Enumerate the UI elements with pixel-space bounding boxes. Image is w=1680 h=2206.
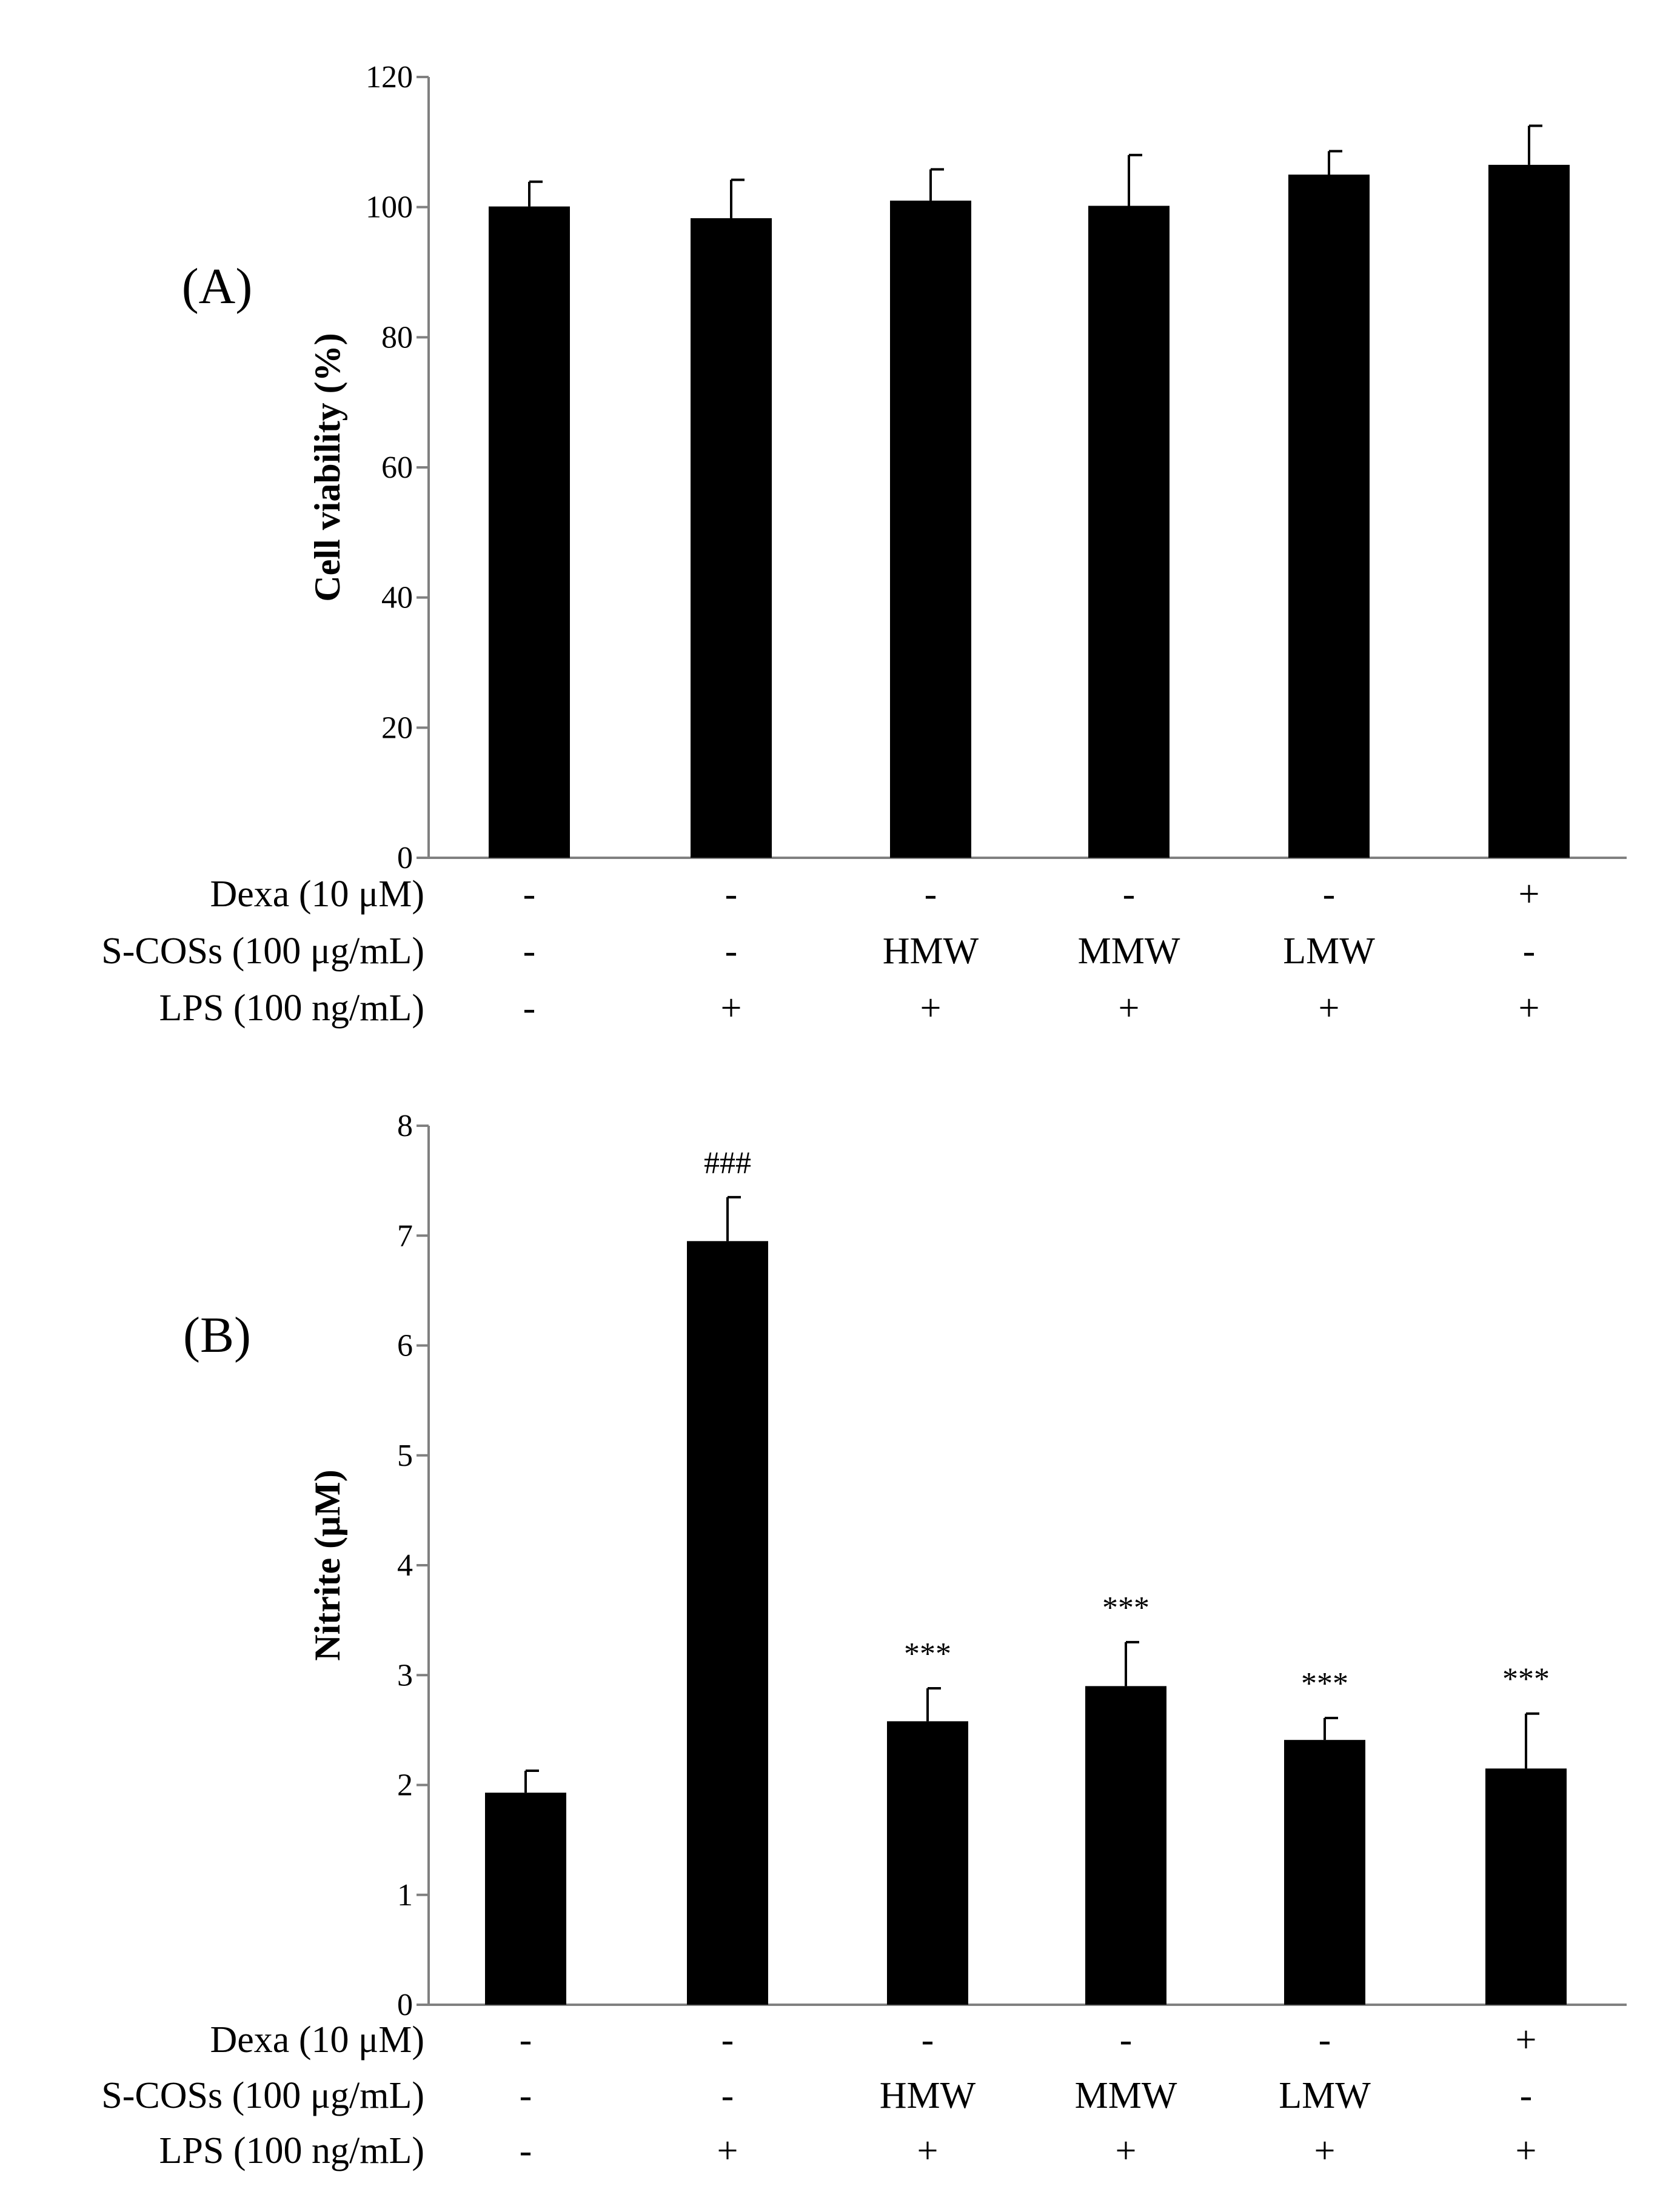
bar xyxy=(890,200,971,858)
y-tick-label: 3 xyxy=(397,1658,413,1693)
condition-value: + xyxy=(1516,2019,1537,2061)
bar xyxy=(1088,206,1170,858)
condition-value: - xyxy=(520,2075,532,2116)
condition-value: - xyxy=(523,988,536,1029)
condition-value: - xyxy=(721,2075,734,2116)
condition-value: - xyxy=(721,2019,734,2061)
condition-value: - xyxy=(1323,874,1336,915)
bar xyxy=(691,218,772,858)
panel-label: (A) xyxy=(182,258,253,315)
condition-value: + xyxy=(1319,988,1340,1029)
bar xyxy=(1485,1768,1567,2005)
condition-value: + xyxy=(1519,874,1540,915)
condition-value: + xyxy=(1516,2130,1537,2171)
condition-row-label: Dexa (10 μM) xyxy=(210,2019,424,2061)
bar xyxy=(485,1793,566,2005)
bar xyxy=(489,206,570,858)
condition-value: + xyxy=(1519,988,1540,1029)
significance-label: ### xyxy=(704,1146,751,1180)
y-tick-label: 7 xyxy=(397,1218,413,1253)
condition-value: - xyxy=(520,2019,532,2061)
chart-panel-2: (B) 0 1 2 3 4 5 6 7 8 Nitrite (μM) ### *** *** *** *** D… xyxy=(101,1109,1627,2171)
condition-value: - xyxy=(922,2019,934,2061)
condition-value: - xyxy=(725,874,738,915)
y-tick-label: 5 xyxy=(397,1439,413,1473)
condition-row-label: S-COSs (100 μg/mL) xyxy=(101,931,424,972)
condition-value: LMW xyxy=(1279,2075,1371,2116)
y-tick-label: 1 xyxy=(397,1878,413,1913)
significance-label: *** xyxy=(1502,1662,1550,1697)
y-tick-label: 0 xyxy=(397,1988,413,2022)
condition-value: + xyxy=(721,988,742,1029)
condition-value: - xyxy=(523,874,536,915)
y-axis-title: Cell viability (%) xyxy=(307,333,347,601)
y-tick-label: 40 xyxy=(381,581,413,615)
condition-value: + xyxy=(717,2130,738,2171)
condition-row-label: LPS (100 ng/mL) xyxy=(159,988,424,1029)
condition-value: + xyxy=(917,2130,939,2171)
y-tick-label: 60 xyxy=(381,450,413,485)
y-tick-label: 8 xyxy=(397,1109,413,1143)
condition-value: - xyxy=(1523,931,1536,972)
condition-value: HMW xyxy=(883,931,979,972)
condition-value: HMW xyxy=(880,2075,976,2116)
condition-value: + xyxy=(1116,2130,1137,2171)
bar xyxy=(1488,164,1570,858)
condition-value: - xyxy=(1120,2019,1133,2061)
chart-panel-1: (A) 0 20 40 60 80 100 120 Cell viability (%) Dexa… xyxy=(101,60,1627,1029)
significance-label: *** xyxy=(904,1637,951,1671)
condition-value: + xyxy=(920,988,942,1029)
condition-value: - xyxy=(1319,2019,1331,2061)
condition-value: LMW xyxy=(1283,931,1375,972)
condition-value: MMW xyxy=(1075,2075,1177,2116)
condition-value: MMW xyxy=(1078,931,1180,972)
significance-label: *** xyxy=(1102,1591,1150,1625)
y-tick-label: 100 xyxy=(366,190,413,225)
condition-value: - xyxy=(1123,874,1136,915)
condition-row-label: LPS (100 ng/mL) xyxy=(159,2130,424,2171)
bar xyxy=(687,1241,768,2005)
bar xyxy=(1284,1740,1365,2005)
y-axis-title: Nitrite (μM) xyxy=(307,1469,347,1661)
condition-value: + xyxy=(1119,988,1140,1029)
y-tick-label: 80 xyxy=(381,320,413,355)
condition-value: + xyxy=(1314,2130,1336,2171)
y-tick-label: 0 xyxy=(397,841,413,875)
significance-label: *** xyxy=(1301,1666,1348,1701)
condition-value: - xyxy=(925,874,937,915)
condition-value: - xyxy=(520,2130,532,2171)
condition-row-label: S-COSs (100 μg/mL) xyxy=(101,2075,424,2116)
y-tick-label: 20 xyxy=(381,710,413,745)
bar xyxy=(1085,1686,1166,2005)
condition-value: - xyxy=(725,931,738,972)
y-tick-label: 4 xyxy=(397,1548,413,1583)
y-tick-label: 2 xyxy=(397,1768,413,1803)
condition-value: - xyxy=(523,931,536,972)
panel-label: (B) xyxy=(183,1307,251,1363)
bar xyxy=(887,1721,968,2005)
bar xyxy=(1288,175,1370,858)
y-tick-label: 6 xyxy=(397,1329,413,1363)
condition-row-label: Dexa (10 μM) xyxy=(210,874,424,915)
condition-value: - xyxy=(1520,2075,1533,2116)
y-tick-label: 120 xyxy=(366,60,413,95)
